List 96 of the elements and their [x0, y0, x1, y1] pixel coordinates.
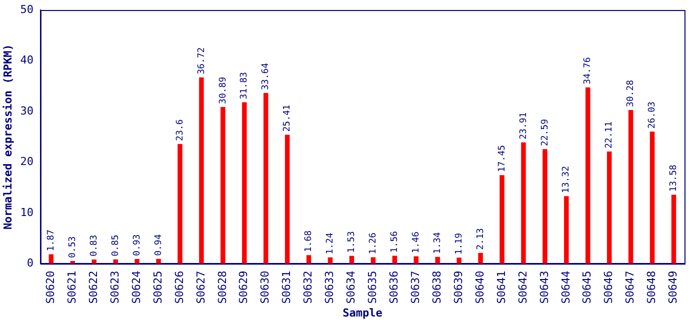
x-tick-label: S0620: [44, 270, 58, 304]
data-label: 0.83: [89, 234, 100, 256]
bar: [306, 255, 312, 264]
y-tick-label: 30: [20, 104, 34, 118]
x-tick-label: S0629: [237, 270, 250, 304]
x-tick-label: S0626: [172, 270, 186, 304]
bar: [414, 256, 418, 264]
x-tick-label: S0632: [302, 270, 315, 304]
data-label: 1.34: [432, 232, 443, 254]
data-label: 22.11: [604, 121, 615, 149]
data-label: 0.53: [68, 236, 78, 258]
bar: [392, 256, 398, 264]
data-label: 0.93: [132, 234, 142, 256]
data-label: 1.68: [304, 230, 314, 252]
bar: [435, 256, 440, 264]
bar: [671, 194, 676, 264]
bar: [284, 134, 290, 264]
data-label: 34.76: [583, 57, 594, 84]
y-tick-label: 10: [20, 206, 34, 219]
y-tick-label: 40: [20, 54, 34, 67]
bar: [220, 106, 226, 264]
x-tick-label: S0646: [602, 270, 616, 304]
data-label: 30.89: [218, 76, 228, 104]
x-tick-label: S0627: [194, 270, 208, 304]
bar: [628, 110, 634, 264]
y-tick-label: 20: [20, 155, 34, 168]
data-label: 1.46: [411, 232, 422, 254]
data-label: 26.03: [648, 102, 658, 129]
x-tick-label: S0647: [624, 270, 637, 304]
x-axis-title: Sample: [342, 306, 383, 320]
x-tick-label: S0624: [130, 270, 143, 304]
x-tick-label: S0622: [86, 270, 100, 304]
x-tick-label: S0643: [538, 270, 551, 304]
x-tick-label: S0637: [408, 270, 422, 304]
bar: [586, 87, 590, 264]
bar: [199, 77, 204, 264]
data-label: 1.26: [368, 232, 379, 254]
x-tick-label: S0621: [66, 270, 79, 304]
bar: [156, 258, 161, 264]
y-tick-label: 0: [26, 256, 34, 270]
bar: [456, 258, 462, 264]
x-tick-label: S0635: [366, 270, 380, 304]
x-tick-label: S0638: [430, 270, 444, 304]
x-tick-label: S0648: [645, 270, 658, 304]
x-tick-label: S0634: [344, 270, 358, 304]
x-tick-label: S0625: [151, 270, 164, 304]
x-tick-label: S0633: [323, 270, 336, 304]
bar: [478, 252, 483, 264]
data-label: 1.24: [326, 232, 336, 254]
bar: [606, 152, 612, 264]
x-tick-label: S0630: [258, 270, 272, 304]
data-label: 1.53: [347, 231, 358, 253]
data-label: 13.32: [562, 166, 572, 194]
data-label: 0.94: [154, 234, 164, 256]
data-label: 1.87: [46, 230, 57, 252]
bar: [521, 142, 526, 264]
bar: [500, 175, 504, 264]
bar: [564, 196, 569, 264]
data-label: 2.13: [476, 228, 486, 250]
data-label: 23.91: [518, 112, 529, 140]
bar: [650, 132, 655, 264]
data-label: 1.56: [390, 231, 400, 253]
data-label: 1.19: [454, 232, 464, 255]
x-tick-label: S0640: [473, 270, 486, 304]
x-tick-label: S0636: [388, 270, 401, 304]
bar: [328, 257, 333, 264]
data-label: 25.41: [282, 104, 293, 132]
data-label: 30.28: [626, 80, 636, 108]
x-tick-label: S0644: [559, 270, 572, 304]
bar: [349, 256, 354, 264]
data-label: 33.64: [261, 62, 272, 90]
bar: [178, 144, 182, 264]
x-tick-label: S0639: [452, 270, 465, 304]
data-label: 17.45: [497, 145, 508, 172]
bar: [48, 254, 54, 264]
y-tick-label: 50: [20, 2, 34, 16]
x-tick-label: S0628: [216, 270, 229, 304]
data-label: 31.83: [240, 72, 250, 100]
x-tick-label: S0645: [580, 270, 594, 304]
x-tick-label: S0631: [280, 270, 294, 304]
bar: [113, 259, 118, 264]
x-tick-label: S0649: [666, 270, 680, 304]
y-axis-title: Normalized expression (RPKM): [1, 44, 14, 230]
data-label: 0.85: [110, 234, 121, 256]
bar: [542, 149, 548, 264]
x-tick-label: S0623: [108, 270, 122, 304]
data-label: 23.6: [175, 119, 186, 141]
x-tick-label: S0641: [494, 270, 508, 304]
x-tick-label: S0642: [516, 270, 530, 304]
data-label: 36.72: [196, 47, 207, 74]
bar: [263, 93, 268, 264]
data-label: 22.59: [540, 118, 550, 146]
data-label: 13.58: [669, 164, 680, 192]
bar: [92, 259, 96, 264]
bar: [134, 258, 140, 264]
bar: [242, 102, 247, 264]
